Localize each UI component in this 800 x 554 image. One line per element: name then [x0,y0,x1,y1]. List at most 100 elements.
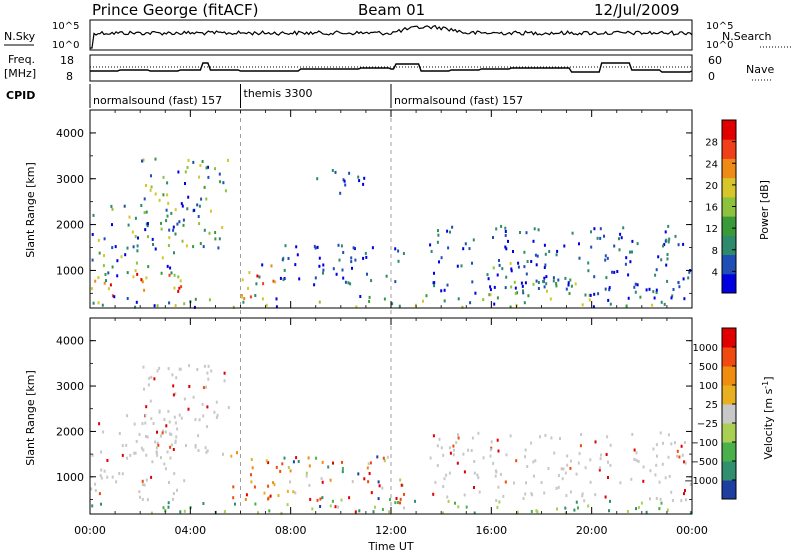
echo-cell [625,304,628,308]
echo-cell [577,461,580,465]
echo-cell [97,238,100,242]
echo-cell [589,293,592,297]
echo-cell [649,497,651,501]
echo-cell [664,476,667,480]
echo-cell [236,451,238,455]
echo-cell [436,240,439,244]
echo-cell [353,247,356,251]
echo-cell [655,463,658,467]
echo-cell [174,421,177,425]
echo-cell [448,471,451,475]
echo-cell [597,292,600,296]
cpid-program-label: normalsound (fast) 157 [394,94,523,107]
echo-cell [565,287,568,291]
echo-cell [192,395,195,399]
echo-cell [103,281,106,285]
echo-cell [198,222,201,226]
echo-cell [552,279,555,283]
echo-cell [141,422,144,426]
echo-cell [165,424,168,428]
echo-cell [663,243,666,246]
echo-cell [403,492,405,496]
echo-cell [193,305,196,309]
echo-cell [329,504,332,508]
echo-cell [215,416,218,419]
echo-cell [630,477,633,481]
echo-cell [594,440,597,444]
echo-cell [660,258,663,262]
echo-cell [342,251,345,254]
echo-cell [176,488,178,492]
echo-cell [522,497,525,500]
echo-cell [305,474,308,478]
echo-cell [186,207,189,211]
echo-cell [449,230,451,234]
echo-cell [170,271,173,275]
echo-cell [502,494,505,498]
echo-cell [394,280,397,284]
echo-cell [194,297,197,301]
echo-cell [174,304,177,307]
echo-cell [655,288,658,292]
echo-cell [605,453,608,456]
echo-cell [399,478,402,482]
nsky-tick-bottom: 10^0 [52,40,79,51]
echo-cell [205,197,208,201]
echo-cell [177,170,180,174]
echo-cell [678,455,681,459]
echo-cell [145,184,147,187]
echo-cell [524,281,527,285]
echo-cell [254,502,257,506]
echo-cell [234,502,236,506]
cpid-program-label: themis 3300 [244,87,313,100]
echo-cell [167,409,170,413]
echo-cell [376,455,379,459]
echo-cell [318,300,321,304]
echo-cell [536,510,539,514]
colorbar-swatch [722,461,736,481]
echo-cell [269,494,272,498]
colorbar-swatch [722,423,736,443]
echo-cell [494,474,497,478]
echo-cell [286,503,289,507]
echo-cell [500,472,502,476]
echo-cell [655,268,658,272]
echo-cell [100,450,103,454]
echo-cell [203,185,206,189]
echo-cell [111,294,114,298]
echo-cell [395,497,398,500]
echo-cell [125,443,128,447]
echo-cell [339,191,342,195]
echo-cell [158,198,161,202]
echo-cell [313,244,316,248]
echo-cell [403,506,405,510]
echo-cell [155,450,158,454]
echo-cell [371,246,374,250]
echo-cell [320,477,323,481]
echo-cell [173,415,176,419]
echo-cell [372,510,375,514]
echo-cell [667,224,670,228]
echo-cell [550,436,553,440]
echo-cell [564,506,567,510]
echo-cell [201,160,204,163]
echo-cell [218,172,221,176]
echo-cell [670,490,673,494]
velocity-ylabel: Slant Range [km] [24,370,37,466]
echo-cell [311,507,314,511]
echo-cell [344,280,347,284]
echo-cell [206,371,209,375]
echo-cell [289,480,291,484]
echo-cell [308,464,311,468]
echo-cell [512,250,514,253]
echo-cell [167,501,170,505]
colorbar-tick-label: 24 [705,159,718,170]
echo-cell [331,169,334,172]
echo-cell [534,253,537,257]
echo-cell [473,471,476,475]
echo-cell [275,305,278,309]
echo-cell [398,304,401,308]
velocity-colorbar: 1000 500 100 25 −25 −100 −500 −1000 [684,327,737,500]
echo-cell [254,294,257,297]
echo-cell [232,485,235,489]
